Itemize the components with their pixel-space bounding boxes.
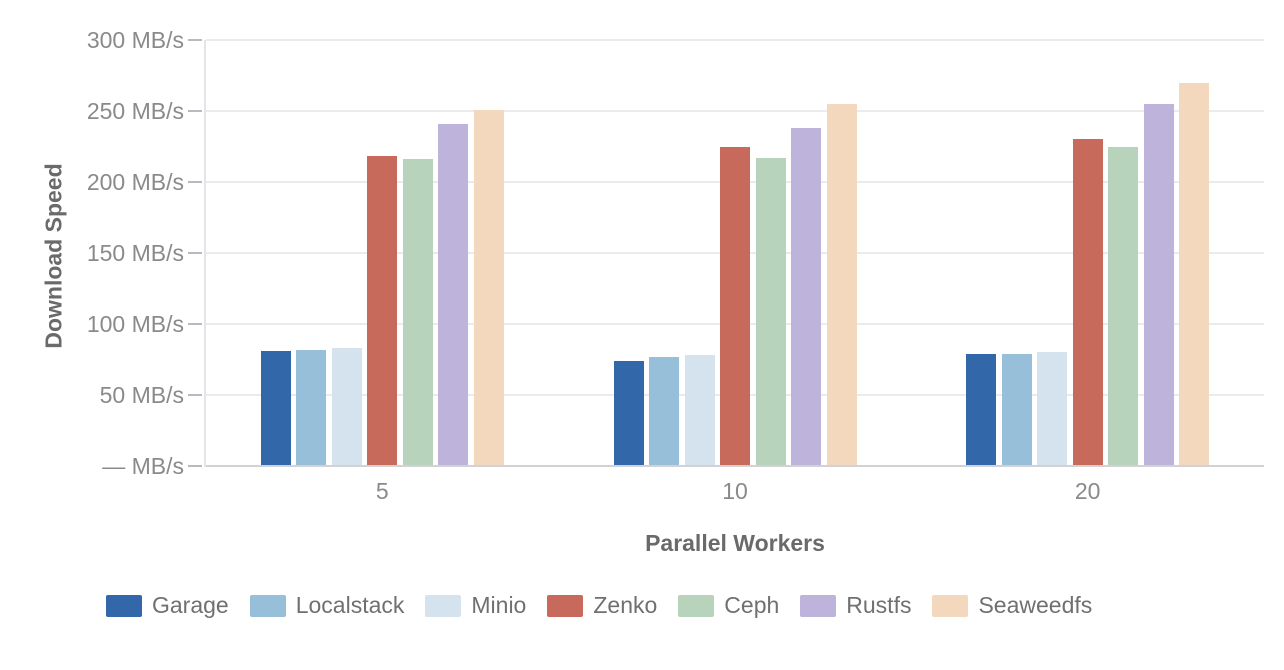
legend-swatch-zenko (547, 594, 584, 617)
bar-localstack-5[interactable] (296, 349, 327, 466)
legend-swatch-seaweedfs (932, 594, 969, 617)
legend-swatch-garage (106, 594, 142, 617)
legend-item-zenko[interactable]: Zenko (547, 592, 657, 619)
y-tick-label-50: 50 MB/s (99, 382, 184, 408)
y-tick-label-0: — MB/s (102, 453, 184, 479)
bar-zenko-20[interactable] (1072, 139, 1103, 466)
gridline-250 (206, 110, 1264, 112)
x-tick-label-5: 5 (375, 478, 389, 504)
gridline-300 (206, 39, 1264, 41)
legend-item-localstack[interactable]: Localstack (249, 592, 405, 619)
y-tick-mark-0 (188, 465, 202, 467)
x-axis-title: Parallel Workers (645, 530, 825, 556)
bar-rustfs-5[interactable] (438, 123, 469, 466)
plot-area (206, 39, 1264, 467)
legend-item-garage[interactable]: Garage (106, 592, 229, 619)
x-tick-label-10: 10 (722, 478, 748, 504)
bar-rustfs-10[interactable] (791, 128, 821, 466)
bar-ceph-20[interactable] (1108, 146, 1139, 466)
bar-rustfs-20[interactable] (1143, 103, 1174, 466)
y-tick-mark-250 (188, 110, 202, 112)
bar-garage-5[interactable] (260, 351, 291, 466)
bar-seaweedfs-10[interactable] (826, 103, 857, 466)
y-axis-line (204, 40, 206, 467)
legend-swatch-localstack (249, 594, 286, 617)
bar-zenko-5[interactable] (367, 156, 398, 466)
bar-ceph-10[interactable] (755, 157, 786, 466)
bar-group-20 (966, 82, 1210, 466)
legend-label-seaweedfs: Seaweedfs (978, 592, 1093, 618)
bar-garage-20[interactable] (966, 353, 997, 466)
y-tick-label-300: 300 MB/s (86, 27, 184, 53)
bar-localstack-20[interactable] (1001, 353, 1032, 466)
y-tick-label-100: 100 MB/s (86, 311, 184, 337)
bar-minio-20[interactable] (1037, 352, 1068, 466)
gridline-0 (206, 465, 1264, 467)
legend-label-zenko: Zenko (593, 592, 658, 618)
y-tick-mark-150 (188, 252, 202, 254)
legend-label-minio: Minio (471, 592, 527, 618)
bar-minio-5[interactable] (331, 348, 362, 466)
bar-group-10 (613, 103, 857, 466)
x-tick-label-20: 20 (1074, 478, 1101, 504)
y-tick-label-250: 250 MB/s (86, 98, 184, 124)
legend-item-minio[interactable]: Minio (425, 592, 526, 619)
legend: Garage Localstack Minio Zenko Ceph Rustfs Seaw… (106, 592, 1092, 619)
legend-swatch-minio (425, 594, 462, 617)
y-tick-label-200: 200 MB/s (86, 169, 184, 195)
legend-item-seaweedfs[interactable]: Seaweedfs (932, 592, 1092, 619)
y-tick-label-150: 150 MB/s (86, 240, 184, 266)
y-tick-mark-100 (188, 323, 202, 325)
legend-label-garage: Garage (152, 592, 229, 618)
bar-minio-10[interactable] (684, 355, 715, 466)
y-tick-mark-50 (188, 394, 202, 396)
legend-item-rustfs[interactable]: Rustfs (800, 592, 911, 619)
bar-seaweedfs-5[interactable] (473, 109, 504, 466)
bar-seaweedfs-20[interactable] (1179, 82, 1210, 466)
legend-swatch-ceph (678, 594, 715, 617)
bar-ceph-5[interactable] (402, 159, 433, 466)
bar-garage-10[interactable] (613, 360, 644, 466)
legend-item-ceph[interactable]: Ceph (678, 592, 779, 619)
legend-label-rustfs: Rustfs (846, 592, 912, 618)
bar-zenko-10[interactable] (720, 146, 750, 466)
y-tick-mark-300 (188, 39, 202, 41)
legend-swatch-rustfs (800, 594, 837, 617)
y-tick-mark-200 (188, 181, 202, 183)
legend-label-localstack: Localstack (295, 592, 405, 618)
legend-label-ceph: Ceph (724, 592, 780, 618)
bar-group-5 (260, 109, 504, 466)
bar-localstack-10[interactable] (649, 356, 679, 466)
